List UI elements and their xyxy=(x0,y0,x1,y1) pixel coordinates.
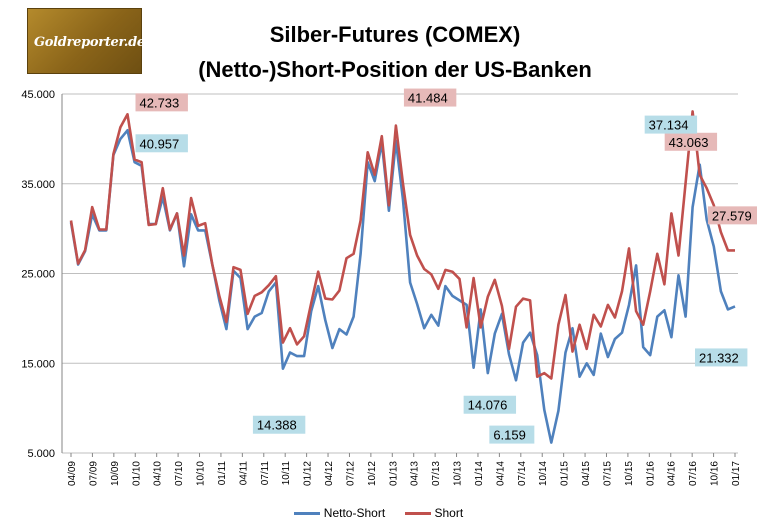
x-tick-label: 10/15 xyxy=(624,461,635,486)
data-label: 40.957 xyxy=(140,136,180,151)
legend-swatch-short xyxy=(404,512,431,516)
legend-label-netto-short: Netto-Short xyxy=(323,505,386,520)
data-label: 37.134 xyxy=(649,118,689,133)
data-label: 43.063 xyxy=(669,135,709,150)
x-tick-label: 04/10 xyxy=(153,461,164,486)
x-tick-label: 01/14 xyxy=(474,461,485,486)
goldreporter-logo: Goldreporter.de xyxy=(27,8,145,74)
x-tick-label: 04/16 xyxy=(667,461,678,486)
x-tick-label: 01/17 xyxy=(731,461,742,486)
data-label-bg xyxy=(644,115,698,134)
data-label-bg xyxy=(135,93,188,112)
data-label: 27.579 xyxy=(712,208,752,223)
x-tick-label: 10/16 xyxy=(710,461,721,486)
x-tick-label: 07/13 xyxy=(431,461,442,486)
legend-label-short: Short xyxy=(434,505,464,520)
legend-item-netto-short: Netto-Short xyxy=(293,505,386,520)
data-label-bg xyxy=(463,395,517,414)
data-label-bg xyxy=(252,415,306,434)
x-tick-label: 10/13 xyxy=(453,461,464,486)
data-label: 6.159 xyxy=(493,428,526,443)
data-label-bg xyxy=(707,206,757,225)
y-tick-label: 5.000 xyxy=(27,448,55,460)
x-tick-label: 07/10 xyxy=(174,461,185,486)
data-label-bg xyxy=(664,132,718,151)
x-tick-label: 10/09 xyxy=(110,461,121,486)
chart-title-line-2: (Netto-)Short-Position der US-Banken xyxy=(198,57,592,82)
x-tick-label: 01/13 xyxy=(388,461,399,486)
x-tick-label: 01/10 xyxy=(131,461,142,486)
data-label-bg xyxy=(489,425,535,444)
series-line-short xyxy=(69,110,735,380)
data-label-bg xyxy=(135,134,188,153)
chart-legend: Netto-Short Short xyxy=(0,505,757,520)
x-tick-label: 07/11 xyxy=(260,461,271,486)
x-tick-label: 07/12 xyxy=(345,461,356,486)
x-tick-label: 04/15 xyxy=(581,461,592,486)
x-tick-label: 04/09 xyxy=(67,461,78,486)
x-tick-label: 10/12 xyxy=(367,461,378,486)
x-tick-label: 10/14 xyxy=(538,461,549,486)
y-tick-label: 35.000 xyxy=(21,179,55,191)
x-tick-label: 10/10 xyxy=(196,461,207,486)
x-tick-label: 01/15 xyxy=(560,461,571,486)
x-tick-label: 07/09 xyxy=(88,461,99,486)
data-label: 14.388 xyxy=(257,418,297,433)
chart-title-line-1: Silber-Futures (COMEX) xyxy=(269,22,521,47)
y-tick-label: 15.000 xyxy=(21,358,55,370)
data-label-bg xyxy=(403,88,457,107)
data-label: 42.733 xyxy=(140,95,180,110)
x-tick-label: 04/11 xyxy=(238,461,249,486)
x-tick-label: 01/11 xyxy=(217,461,228,486)
data-label-bg xyxy=(695,348,748,367)
x-tick-label: 10/11 xyxy=(281,461,292,486)
x-tick-label: 07/15 xyxy=(602,461,613,486)
data-label: 41.484 xyxy=(408,91,448,106)
data-label: 21.332 xyxy=(699,350,739,365)
data-label: 14.076 xyxy=(468,398,508,413)
y-tick-label: 25.000 xyxy=(21,269,55,281)
logo-text: Goldreporter.de xyxy=(34,35,145,50)
x-tick-label: 07/14 xyxy=(517,461,528,486)
x-tick-label: 04/12 xyxy=(324,461,335,486)
x-tick-label: 01/16 xyxy=(645,461,656,486)
y-tick-label: 45.000 xyxy=(21,89,55,101)
x-tick-label: 07/16 xyxy=(688,461,699,486)
x-tick-label: 01/12 xyxy=(303,461,314,486)
x-tick-label: 04/14 xyxy=(495,461,506,486)
legend-swatch-netto-short xyxy=(293,512,320,516)
x-tick-label: 04/13 xyxy=(410,461,421,486)
legend-item-short: Short xyxy=(404,505,464,520)
